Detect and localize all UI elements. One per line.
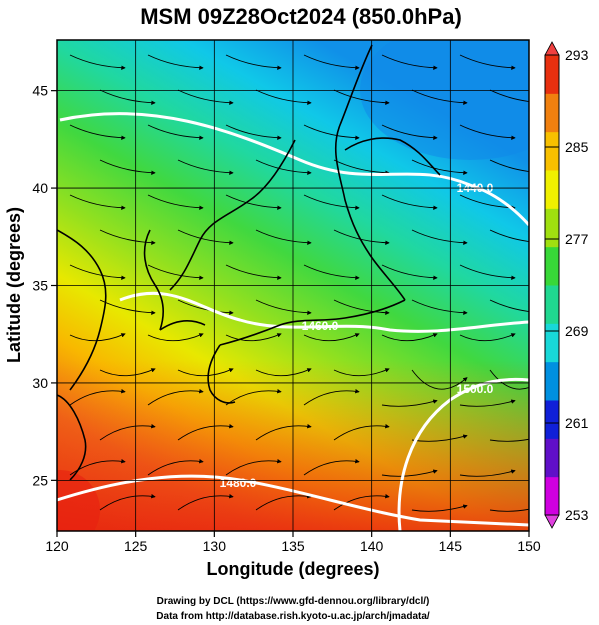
contour-label: 1500.0 (457, 382, 494, 396)
y-tick-label: 25 (32, 472, 48, 488)
x-tick-label: 150 (517, 538, 541, 554)
x-axis-label: Longitude (degrees) (206, 559, 379, 579)
wind-streamlines (69, 54, 529, 512)
contour-label: 1460.0 (302, 319, 339, 333)
x-tick-label: 120 (45, 538, 69, 554)
colorbar-min-arrow (544, 514, 560, 529)
colorbar-segment (545, 361, 559, 401)
colorbar-segment (545, 246, 559, 286)
colorbar-tick-label: 293 (565, 47, 589, 63)
y-axis-ticks: 25 30 35 40 45 (32, 83, 57, 488)
colorbar-segment (545, 476, 559, 516)
colorbar-segment (545, 93, 559, 133)
colorbar-tick-label: 261 (565, 415, 589, 431)
coastline (57, 44, 441, 481)
x-tick-label: 125 (124, 538, 148, 554)
colorbar-tick-label: 269 (565, 323, 589, 339)
x-tick-label: 130 (203, 538, 227, 554)
y-tick-label: 30 (32, 375, 48, 391)
contour-line (119, 291, 529, 333)
colorbar-segment (545, 55, 559, 94)
x-tick-label: 140 (360, 538, 384, 554)
lat-lon-grid (57, 40, 529, 531)
y-tick-label: 45 (32, 83, 48, 99)
y-axis-label: Latitude (degrees) (4, 207, 24, 363)
x-axis-ticks: 120 125 130 135 140 145 150 (45, 531, 541, 554)
y-tick-label: 40 (32, 180, 48, 196)
contour-label: 1480.0 (220, 476, 257, 490)
colorbar-segment (545, 208, 559, 248)
colorbar-segment (545, 170, 559, 209)
credit-data: Data from http://database.rish.kyoto-u.a… (156, 611, 430, 622)
x-tick-label: 135 (281, 538, 305, 554)
x-tick-label: 145 (439, 538, 463, 554)
contour-line (397, 377, 529, 531)
colorbar-segment (545, 323, 559, 363)
colorbar-segment (545, 400, 559, 439)
colorbar-tick-label: 277 (565, 231, 589, 247)
colorbar-segment (545, 131, 559, 171)
colorbar-max-arrow (544, 41, 560, 56)
colorbar-tick-label: 285 (565, 139, 589, 155)
credit-drawing: Drawing by DCL (https://www.gfd-dennou.o… (157, 596, 430, 607)
colorbar: 293 285 277 269 261 253 (544, 41, 589, 529)
contour-line (59, 112, 529, 227)
colorbar-tick-label: 253 (565, 507, 589, 523)
colorbar-segment (545, 438, 559, 478)
colorbar-segment (545, 285, 559, 324)
y-tick-label: 35 (32, 278, 48, 294)
chart-title: MSM 09Z28Oct2024 (850.0hPa) (140, 4, 462, 29)
